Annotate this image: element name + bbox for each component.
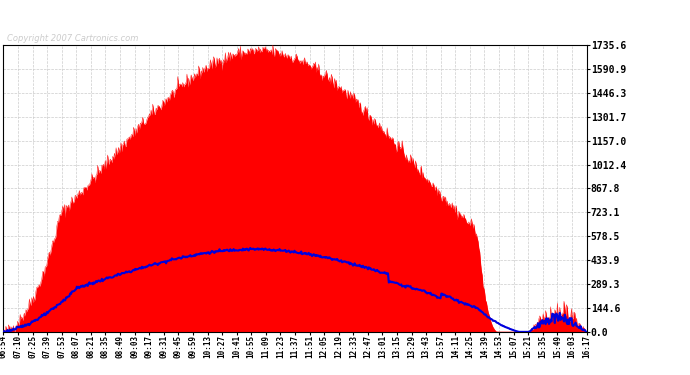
Text: West Array Power (red) (watts)  & Solar Radiation (blue) (W/m2) Tue Nov 27 16:17: West Array Power (red) (watts) & Solar R…	[7, 13, 555, 26]
Text: Copyright 2007 Cartronics.com: Copyright 2007 Cartronics.com	[7, 34, 138, 43]
